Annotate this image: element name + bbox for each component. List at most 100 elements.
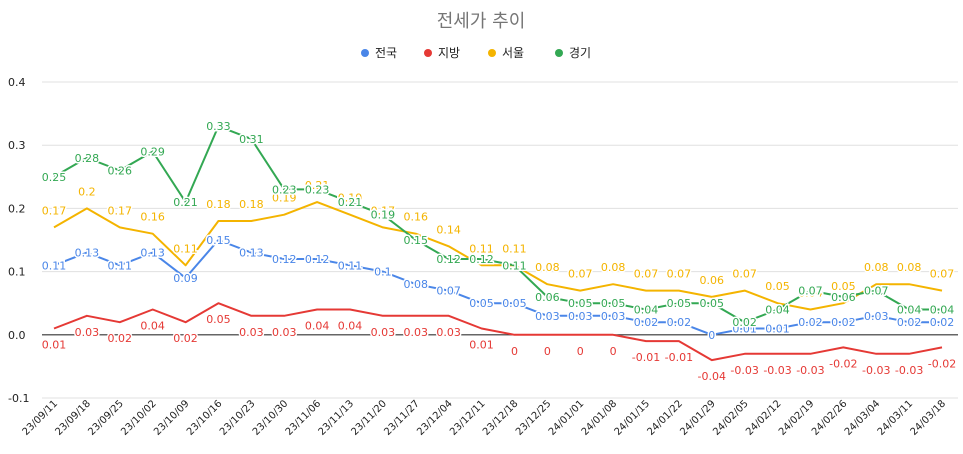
data-label: 0.12 [272,253,297,266]
data-label: 0.12 [436,253,461,266]
data-label: 0.15 [206,234,231,247]
data-label: 0.04 [305,320,330,333]
data-label: 0.03 [404,326,429,339]
legend-label: 경기 [569,46,591,60]
legend-label: 전국 [375,46,397,60]
x-tick-label: 24/03/18 [909,398,949,438]
data-label: 0.21 [338,196,363,209]
data-label: 0.08 [601,261,626,274]
y-axis: 0.4 0.3 0.2 0.1 0.0 -0.1 [8,76,29,405]
data-label: 0.03 [371,326,396,339]
data-label: 0.09 [173,272,198,285]
data-label: 0.07 [930,268,955,281]
data-label: 0 [708,329,715,342]
series-line [53,239,942,336]
data-label: 0.23 [272,183,297,196]
data-label: 0.13 [239,247,264,260]
data-label: 0.04 [897,304,922,317]
data-label: 0.01 [765,322,790,335]
data-label: 0.03 [568,310,593,323]
data-label: -0.03 [763,364,791,377]
data-label: 0.07 [436,285,461,298]
data-label: 0.12 [469,253,494,266]
data-label: 0.02 [930,316,955,329]
data-label: -0.01 [632,351,660,364]
legend: 전국 지방 서울 경기 [361,46,591,60]
data-label: -0.03 [895,364,923,377]
data-label: 0.15 [404,234,429,247]
series-line [53,201,943,311]
data-label: -0.04 [698,370,726,383]
y-tick-label: -0.1 [8,392,29,405]
data-label: 0.33 [206,120,231,133]
y-tick-label: 0.3 [8,139,26,152]
data-label: 0.16 [140,211,165,224]
grid [42,81,958,399]
y-tick-label: 0.0 [8,329,26,342]
data-label: 0.2 [78,185,96,198]
data-label: 0 [577,345,584,358]
data-label: 0.02 [831,316,856,329]
data-label: 0.02 [897,316,922,329]
data-label: -0.03 [862,364,890,377]
data-label: 0.31 [239,133,264,146]
data-label: 0.06 [831,291,856,304]
data-label: 0.01 [469,338,494,351]
legend-marker [488,49,496,57]
data-label: 0.14 [436,223,461,236]
x-axis: 23/09/1123/09/1823/09/2523/10/0223/10/09… [21,398,949,438]
data-label: 0.18 [239,198,264,211]
data-label: 0.04 [634,304,659,317]
data-label: 0.05 [700,297,725,310]
data-label: 0.05 [206,313,231,326]
data-label: 0.11 [42,259,67,272]
data-labels: 0.110.130.110.130.090.150.13 0.12 0.12 0.11… [40,119,957,385]
data-label: 0.1 [374,266,392,279]
data-label: 0.08 [864,261,889,274]
data-label: 0.12 [305,253,330,266]
data-label: 0.25 [42,171,67,184]
data-label: 0.11 [502,259,527,272]
data-label: 0.03 [601,310,626,323]
data-label: 0.17 [371,204,396,217]
data-label: 0.05 [601,297,626,310]
data-label: 0.13 [75,247,100,260]
series-line [53,125,942,324]
data-label: 0.08 [897,261,922,274]
data-label: 0 [544,345,551,358]
y-tick-label: 0.2 [8,202,26,215]
legend-label: 서울 [502,46,524,60]
legend-label: 지방 [438,46,460,60]
data-label: 0.03 [436,326,461,339]
data-label: 0.04 [765,304,790,317]
data-label: 0.07 [798,285,823,298]
data-label: 0.08 [404,278,429,291]
data-label: 0.05 [765,280,790,293]
data-label: -0.02 [928,357,956,370]
data-label: 0.04 [930,304,955,317]
legend-marker [361,49,369,57]
data-label: 0.28 [75,152,100,165]
data-label: 0.06 [700,274,725,287]
data-label: 0.26 [108,164,133,177]
data-label: 0.19 [338,192,363,205]
data-label: 0.07 [568,268,593,281]
data-label: 0.11 [502,242,527,255]
data-label: 0.02 [732,316,757,329]
data-label: 0.18 [206,198,231,211]
data-label: 0.07 [864,285,889,298]
data-label: 0.21 [305,179,330,192]
data-label: 0.05 [568,297,593,310]
data-label: 0.05 [667,297,692,310]
data-label: 0 [511,345,518,358]
data-label: -0.02 [829,357,857,370]
data-label: 0.11 [108,259,133,272]
data-label: 0.16 [404,211,429,224]
data-label: 0.02 [634,316,659,329]
data-label: 0.04 [338,320,363,333]
data-label: 0.03 [272,326,297,339]
data-label: 0.19 [371,209,396,222]
data-label: 0.21 [173,196,198,209]
